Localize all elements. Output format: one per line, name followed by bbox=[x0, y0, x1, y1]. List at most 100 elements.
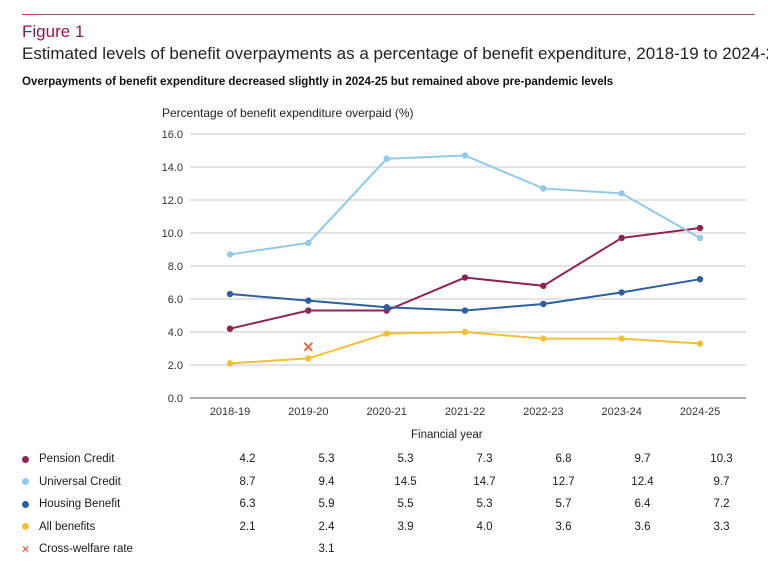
point-universal-credit bbox=[226, 251, 234, 258]
table-cell: 5.3 bbox=[318, 453, 335, 466]
table-cell bbox=[208, 538, 287, 561]
table-cell: 5.7 bbox=[555, 498, 572, 511]
table-row: × Cross-welfare rate 3.1 bbox=[18, 538, 761, 561]
table-cell: 9.7 bbox=[713, 475, 730, 488]
point-pension-credit bbox=[305, 307, 312, 314]
point-all-benefits bbox=[461, 328, 469, 336]
table-cell bbox=[366, 538, 445, 561]
table-cell: 5.5 bbox=[397, 498, 414, 511]
dot-legend-icon bbox=[22, 478, 29, 486]
table-cell: 6.3 bbox=[239, 498, 256, 511]
dot-legend-icon bbox=[22, 523, 29, 531]
table-cell: 4.0 bbox=[476, 520, 493, 533]
table-cell: 4.2 bbox=[239, 453, 256, 466]
table-cell: 2.1 bbox=[239, 520, 256, 533]
table-cell: 14.7 bbox=[473, 475, 496, 488]
table-row: All benefits 2.1 2.4 3.9 4.0 3.6 3.6 3.3 bbox=[18, 516, 761, 539]
point-universal-credit bbox=[461, 152, 469, 159]
legend-cell: Pension Credit bbox=[18, 448, 208, 471]
table-cell: 3.6 bbox=[555, 520, 572, 533]
dot-legend-icon bbox=[22, 500, 29, 508]
table-cell: 12.7 bbox=[552, 475, 575, 488]
y-tick-label: 2.0 bbox=[168, 360, 183, 372]
point-housing-benefit bbox=[618, 289, 625, 296]
y-tick-label: 4.0 bbox=[168, 327, 183, 339]
point-housing-benefit bbox=[383, 304, 390, 311]
y-tick-label: 14.0 bbox=[162, 162, 183, 174]
cross-legend-icon: × bbox=[22, 541, 30, 556]
point-pension-credit bbox=[226, 325, 234, 332]
table-cell: 3.6 bbox=[634, 520, 651, 533]
legend-label: Pension Credit bbox=[39, 453, 115, 466]
legend-cell: Housing Benefit bbox=[18, 493, 208, 516]
x-tick-label: 2020-21 bbox=[366, 406, 406, 418]
table-cell bbox=[524, 538, 603, 561]
y-tick-label: 0.0 bbox=[168, 393, 183, 405]
x-tick-label: 2024-25 bbox=[680, 406, 720, 418]
point-all-benefits bbox=[305, 355, 312, 362]
point-all-benefits bbox=[540, 335, 547, 342]
table-cell: 3.3 bbox=[713, 520, 730, 533]
y-tick-label: 6.0 bbox=[168, 294, 183, 306]
table-cell: 3.9 bbox=[397, 520, 414, 533]
figure-title: Estimated levels of benefit overpayments… bbox=[22, 44, 768, 63]
cross-welfare-marker bbox=[303, 342, 314, 352]
point-all-benefits bbox=[226, 360, 234, 367]
x-tick-label: 2018-19 bbox=[210, 406, 250, 418]
table-cell bbox=[682, 538, 761, 561]
x-tick-label: 2019-20 bbox=[288, 406, 328, 418]
x-axis-label: Financial year bbox=[411, 429, 483, 441]
legend-label: Cross-welfare rate bbox=[39, 543, 133, 556]
point-all-benefits bbox=[383, 330, 390, 337]
table-cell: 7.3 bbox=[476, 453, 493, 466]
table-cell: 10.3 bbox=[710, 453, 733, 466]
point-housing-benefit bbox=[461, 307, 469, 314]
table-cell: 5.3 bbox=[397, 453, 414, 466]
table-row: Universal Credit 8.7 9.4 14.5 14.7 12.7 12.4 9.… bbox=[18, 471, 761, 494]
point-universal-credit bbox=[540, 185, 547, 192]
point-pension-credit bbox=[540, 282, 547, 289]
table-cell: 8.7 bbox=[239, 475, 256, 488]
x-tick-label: 2023-24 bbox=[601, 406, 641, 418]
table-cell: 3.1 bbox=[318, 543, 335, 556]
figure-label: Figure 1 bbox=[22, 22, 85, 41]
top-rule bbox=[22, 14, 755, 15]
table-cell bbox=[603, 538, 682, 561]
legend-label: All benefits bbox=[39, 520, 96, 533]
figure-subtitle: Overpayments of benefit expenditure decr… bbox=[22, 76, 614, 88]
table-row: Pension Credit 4.2 5.3 5.3 7.3 6.8 9.7 10.3 bbox=[18, 448, 761, 471]
point-universal-credit bbox=[696, 234, 704, 242]
y-axis-label: Percentage of benefit expenditure overpa… bbox=[162, 106, 414, 120]
table-cell bbox=[445, 538, 524, 561]
series-line-housing-benefit bbox=[229, 278, 701, 312]
series-line-all-benefits bbox=[229, 330, 701, 365]
x-tick-label: 2021-22 bbox=[445, 406, 485, 418]
point-housing-benefit bbox=[540, 300, 547, 308]
table-cell: 2.4 bbox=[318, 520, 335, 533]
series-line-universal-credit bbox=[229, 154, 701, 256]
point-pension-credit bbox=[696, 224, 704, 232]
point-all-benefits bbox=[618, 335, 625, 342]
table-cell: 9.7 bbox=[634, 453, 651, 466]
y-tick-label: 16.0 bbox=[162, 129, 183, 141]
legend-label: Housing Benefit bbox=[39, 498, 121, 511]
legend-cell: Universal Credit bbox=[18, 471, 208, 494]
table-cell: 7.2 bbox=[713, 498, 730, 511]
table-row: Housing Benefit 6.3 5.9 5.5 5.3 5.7 6.4 7.2 bbox=[18, 493, 761, 516]
point-pension-credit bbox=[618, 234, 625, 242]
table-cell: 5.3 bbox=[476, 498, 493, 511]
legend-label: Universal Credit bbox=[39, 475, 121, 488]
point-housing-benefit bbox=[305, 297, 312, 304]
point-universal-credit bbox=[305, 239, 312, 247]
y-tick-label: 12.0 bbox=[162, 195, 183, 207]
table-cell: 14.5 bbox=[394, 475, 417, 488]
table-cell: 5.9 bbox=[318, 498, 335, 511]
legend-cell: × Cross-welfare rate bbox=[18, 538, 208, 561]
point-housing-benefit bbox=[696, 276, 704, 283]
x-tick-label: 2022-23 bbox=[523, 406, 563, 418]
point-pension-credit bbox=[461, 274, 469, 281]
point-all-benefits bbox=[696, 340, 704, 347]
y-tick-label: 8.0 bbox=[168, 261, 183, 273]
table-cell: 12.4 bbox=[631, 475, 654, 488]
